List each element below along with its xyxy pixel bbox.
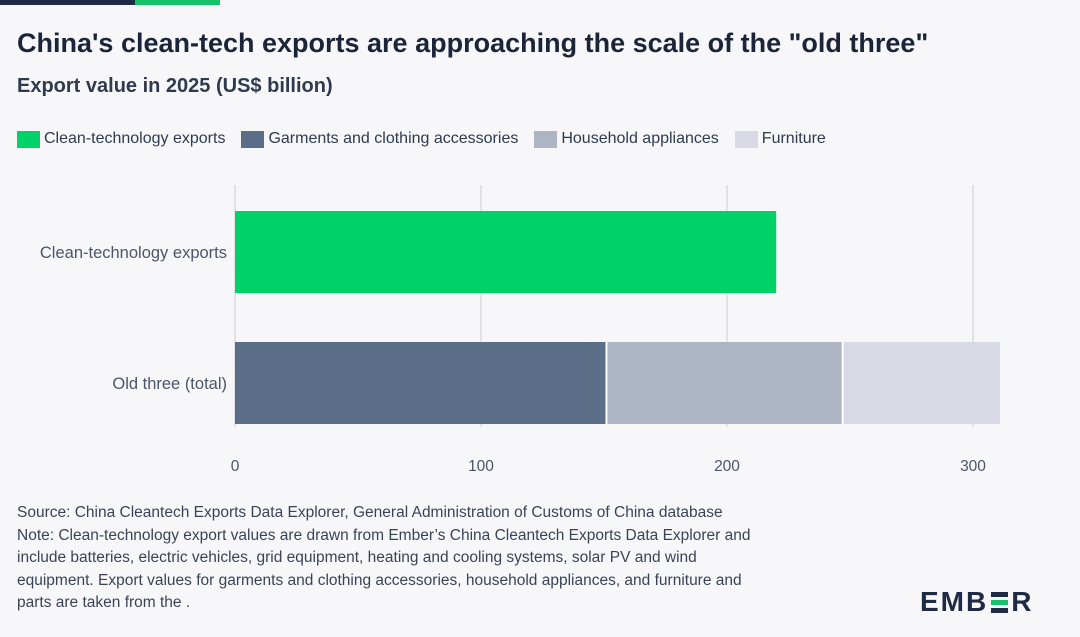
x-tick-label: 100 xyxy=(468,458,494,475)
x-tick-label: 0 xyxy=(231,458,240,475)
note-line: Note: Clean-technology export values are… xyxy=(17,526,751,544)
x-tick-label: 300 xyxy=(960,458,986,475)
note-line: include batteries, electric vehicles, gr… xyxy=(17,549,697,566)
legend-item-garments: Garments and clothing accessories xyxy=(241,130,518,148)
note-line: parts are taken from the . xyxy=(17,594,191,611)
logo-e-bar xyxy=(991,607,1009,613)
legend-label: Furniture xyxy=(761,130,826,147)
logo-e-bar xyxy=(991,599,1009,605)
category-label: Old three (total) xyxy=(112,375,227,393)
accent-bar-dark xyxy=(0,0,135,5)
legend-swatch xyxy=(17,130,40,148)
note-line: equipment. Export values for garments an… xyxy=(17,571,742,589)
bar-segment xyxy=(842,342,1001,424)
legend-swatch xyxy=(734,130,758,148)
source-notes: Source: China Cleantech Exports Data Exp… xyxy=(17,502,887,615)
chart-title: China's clean-tech exports are approachi… xyxy=(17,28,929,58)
category-label: Clean-technology exports xyxy=(40,244,227,262)
ember-logo: EMB R xyxy=(920,586,1033,618)
chart-subtitle: Export value in 2025 (US$ billion) xyxy=(17,75,333,97)
bar-chart: Clean-technology exports Old three (total… xyxy=(40,185,1001,475)
logo-e-bar xyxy=(991,591,1009,597)
x-tick-label: 200 xyxy=(714,458,740,475)
legend-item-appliances: Household appliances xyxy=(534,130,719,148)
bar-segment xyxy=(606,342,843,424)
legend-label: Clean-technology exports xyxy=(44,130,226,147)
bar-segment xyxy=(235,211,777,293)
source-line: Source: China Cleantech Exports Data Exp… xyxy=(17,504,723,521)
legend-item-furniture: Furniture xyxy=(734,130,826,148)
legend-label: Garments and clothing accessories xyxy=(268,130,519,147)
legend-item-clean-tech: Clean-technology exports xyxy=(17,130,225,148)
legend-label: Household appliances xyxy=(561,130,719,147)
logo-text-right: R xyxy=(1011,586,1034,617)
logo-text-left: EMB xyxy=(920,586,989,617)
bar-segment xyxy=(235,342,607,424)
legend-swatch xyxy=(241,130,265,148)
legend-swatch xyxy=(534,130,558,148)
accent-bar-green xyxy=(135,0,220,5)
legend: Clean-technology exports Garments and cl… xyxy=(17,130,842,148)
logo-e-mark xyxy=(991,591,1009,613)
